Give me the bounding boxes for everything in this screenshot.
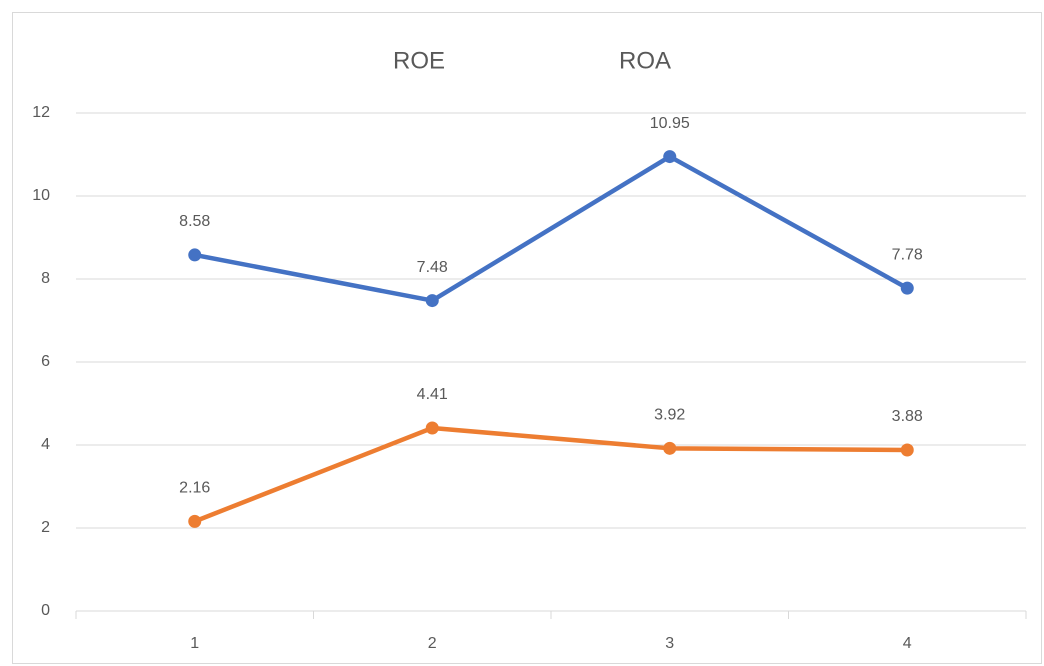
series-line <box>192 154 910 303</box>
point-marker <box>663 150 677 164</box>
x-tick-label: 4 <box>903 635 912 652</box>
data-label: 3.88 <box>892 408 923 425</box>
point-marker <box>425 294 439 308</box>
legend-label: ROA <box>619 47 671 74</box>
data-label: 10.95 <box>650 115 690 132</box>
y-tick-label: 10 <box>32 187 50 204</box>
point-marker <box>188 248 202 262</box>
y-tick-label: 6 <box>41 353 50 370</box>
point-marker <box>900 281 914 295</box>
data-label: 8.58 <box>179 213 210 230</box>
point-marker <box>425 421 439 435</box>
point-marker <box>188 514 202 528</box>
y-tick-label: 12 <box>32 104 50 121</box>
chart-border <box>12 12 1042 664</box>
data-label: 4.41 <box>417 386 448 403</box>
y-tick-label: 0 <box>41 602 50 619</box>
y-tick-label: 4 <box>41 436 50 453</box>
y-tick-label: 8 <box>41 270 50 287</box>
x-tick-label: 2 <box>428 635 437 652</box>
data-label: 2.16 <box>179 480 210 497</box>
point-marker <box>900 443 914 457</box>
point-marker <box>663 441 677 455</box>
data-label: 7.78 <box>892 246 923 263</box>
y-tick-label: 2 <box>41 519 50 536</box>
series-line <box>192 425 910 524</box>
x-tick-label: 3 <box>665 635 674 652</box>
legend-label: ROE <box>393 47 445 74</box>
x-tick-label: 1 <box>190 635 199 652</box>
data-label: 7.48 <box>417 259 448 276</box>
data-label: 3.92 <box>654 407 685 424</box>
